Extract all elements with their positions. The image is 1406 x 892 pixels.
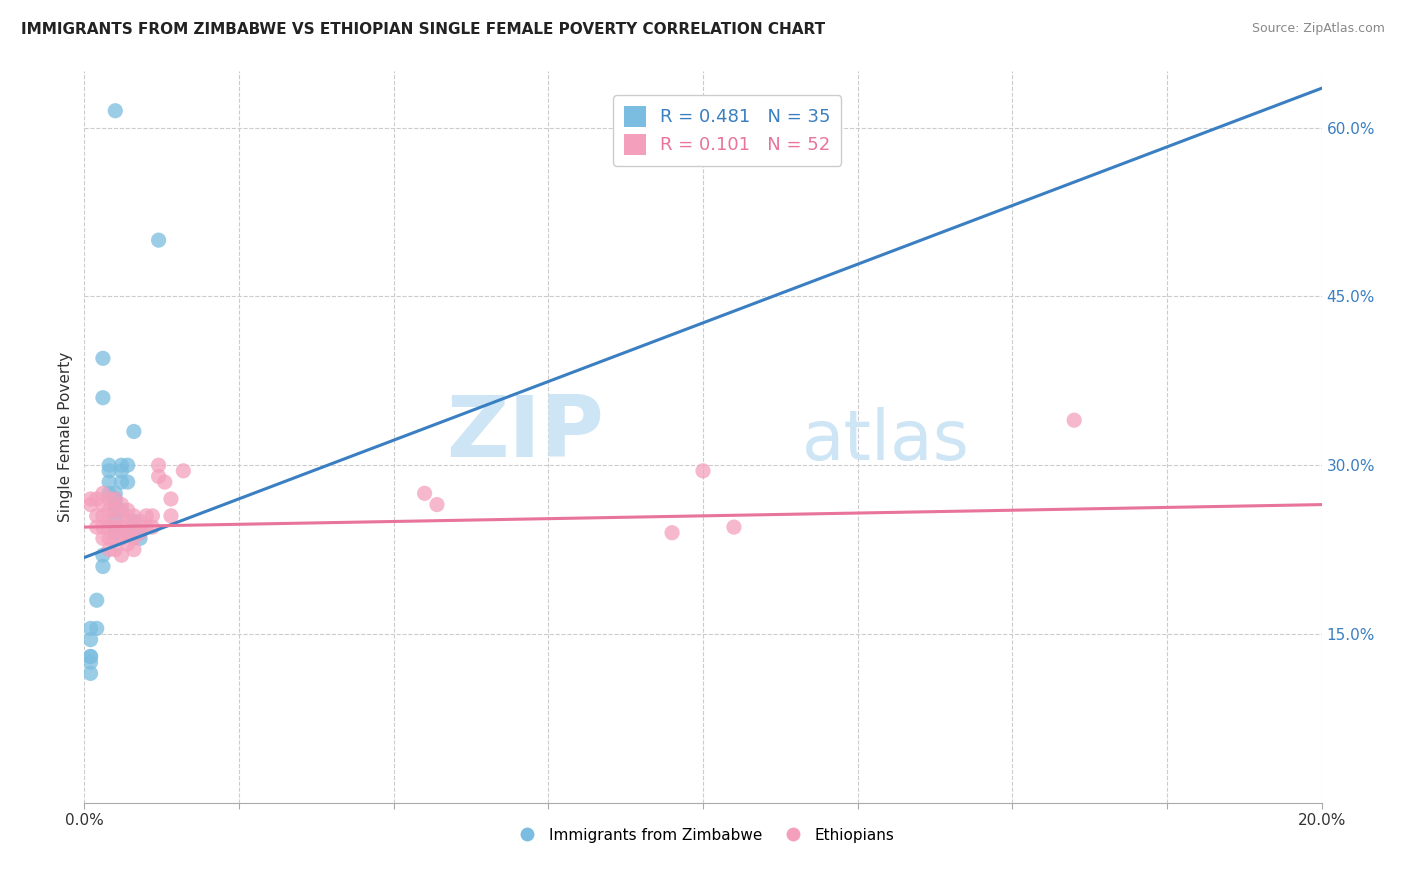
Point <box>110 503 132 517</box>
Legend: Immigrants from Zimbabwe, Ethiopians: Immigrants from Zimbabwe, Ethiopians <box>512 828 894 843</box>
Point <box>129 515 152 529</box>
Point <box>148 233 170 247</box>
Text: atlas: atlas <box>801 408 970 475</box>
Point <box>160 491 183 506</box>
Point <box>141 508 163 523</box>
Point <box>98 503 121 517</box>
Point <box>91 486 114 500</box>
Point <box>79 632 101 647</box>
Point <box>104 525 127 540</box>
Point <box>91 391 114 405</box>
Point <box>172 464 194 478</box>
Text: Source: ZipAtlas.com: Source: ZipAtlas.com <box>1251 22 1385 36</box>
Point <box>86 593 108 607</box>
Point <box>104 498 127 512</box>
Point <box>91 498 114 512</box>
Point <box>91 508 114 523</box>
Point <box>98 475 121 489</box>
Point <box>104 103 127 118</box>
Point <box>148 458 170 473</box>
Point <box>117 515 139 529</box>
Point <box>86 491 108 506</box>
Point <box>110 464 132 478</box>
Point <box>723 520 745 534</box>
Point <box>104 532 127 546</box>
Point <box>110 498 132 512</box>
Point <box>86 520 108 534</box>
Point <box>91 351 114 366</box>
Point <box>661 525 683 540</box>
Point <box>129 532 152 546</box>
Point <box>104 520 127 534</box>
Point <box>117 475 139 489</box>
Point <box>98 458 121 473</box>
Point <box>104 542 127 557</box>
Point <box>91 548 114 562</box>
Point <box>104 491 127 506</box>
Point <box>692 464 714 478</box>
Point <box>122 508 145 523</box>
Point <box>148 469 170 483</box>
Point <box>117 458 139 473</box>
Point <box>98 515 121 529</box>
Point <box>122 532 145 546</box>
Point <box>129 525 152 540</box>
Point <box>117 537 139 551</box>
Point <box>79 655 101 669</box>
Point <box>86 508 108 523</box>
Point <box>79 649 101 664</box>
Point <box>91 520 114 534</box>
Point <box>98 520 121 534</box>
Point <box>110 520 132 534</box>
Point <box>79 666 101 681</box>
Point <box>79 498 101 512</box>
Point <box>122 425 145 439</box>
Point <box>98 532 121 546</box>
Point <box>135 508 157 523</box>
Point <box>110 475 132 489</box>
Point <box>79 649 101 664</box>
Point <box>110 458 132 473</box>
Point <box>98 464 121 478</box>
Text: IMMIGRANTS FROM ZIMBABWE VS ETHIOPIAN SINGLE FEMALE POVERTY CORRELATION CHART: IMMIGRANTS FROM ZIMBABWE VS ETHIOPIAN SI… <box>21 22 825 37</box>
Point <box>413 486 436 500</box>
Point <box>91 532 114 546</box>
Text: ZIP: ZIP <box>446 392 605 475</box>
Point <box>98 491 121 506</box>
Point <box>79 491 101 506</box>
Point <box>117 503 139 517</box>
Point <box>110 508 132 523</box>
Point <box>129 525 152 540</box>
Point <box>122 542 145 557</box>
Point <box>86 621 108 635</box>
Point <box>153 475 176 489</box>
Y-axis label: Single Female Poverty: Single Female Poverty <box>58 352 73 522</box>
Point <box>426 498 449 512</box>
Point <box>122 520 145 534</box>
Point <box>160 508 183 523</box>
Point <box>104 486 127 500</box>
Point <box>104 515 127 529</box>
Point <box>104 491 127 506</box>
Point <box>91 559 114 574</box>
Point <box>117 525 139 540</box>
Point <box>135 520 157 534</box>
Point <box>104 503 127 517</box>
Point <box>79 621 101 635</box>
Point <box>1063 413 1085 427</box>
Point <box>141 520 163 534</box>
Point <box>110 548 132 562</box>
Point <box>98 486 121 500</box>
Point <box>110 532 132 546</box>
Point <box>122 515 145 529</box>
Point <box>98 542 121 557</box>
Point <box>104 503 127 517</box>
Point <box>117 525 139 540</box>
